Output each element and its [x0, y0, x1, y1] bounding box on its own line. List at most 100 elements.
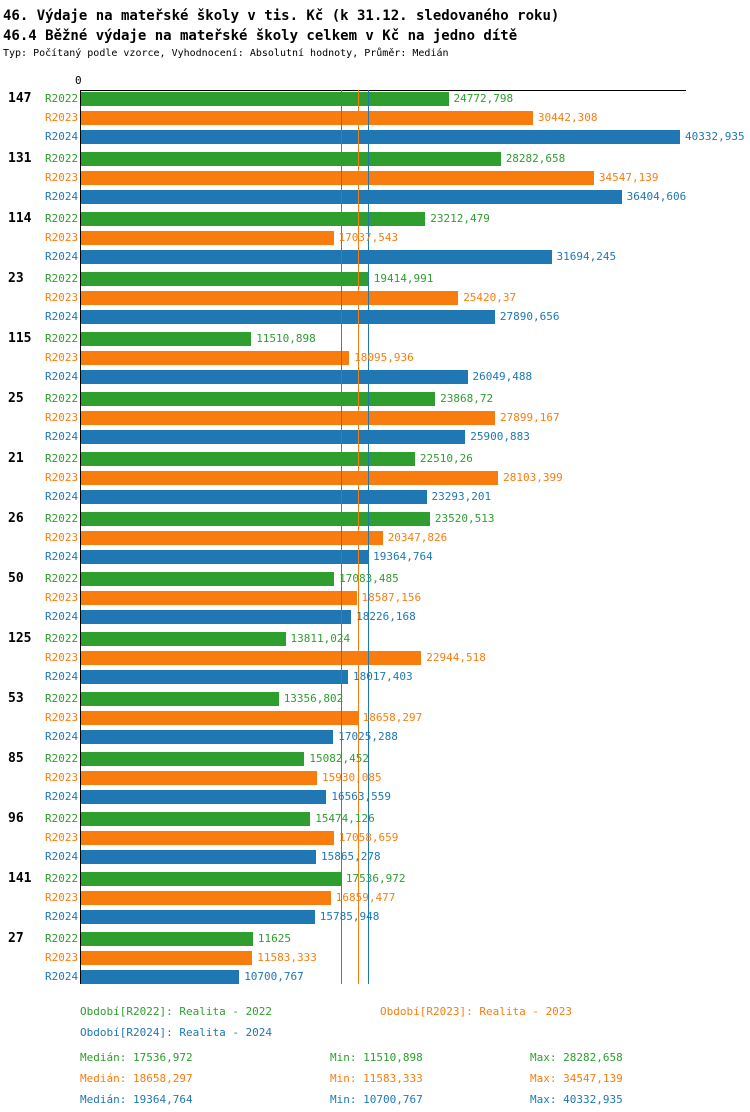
bar-row-23-r2023: R2023 25420,37	[0, 291, 750, 305]
series-label-r2023: R2023	[45, 651, 79, 664]
bar-row-21-r2022: 21 R2022 22510,26	[0, 452, 750, 466]
series-label-r2023: R2023	[45, 831, 79, 844]
series-label-r2024: R2024	[45, 730, 79, 743]
bar-value-96-r2022: 15474,126	[315, 812, 375, 825]
stat-min-r2024: Min: 10700,767	[330, 1093, 423, 1106]
y-axis-line	[80, 90, 81, 984]
bar-group-25: 25 R2022 23868,72 R2023 27899,167 R2024 25900,…	[0, 392, 750, 444]
group-label-50: 50	[8, 571, 24, 586]
report-title-line-2: 46.4 Běžné výdaje na mateřské školy celk…	[3, 28, 518, 44]
group-label-85: 85	[8, 751, 24, 766]
group-label-131: 131	[8, 151, 32, 166]
bar-row-50-r2022: 50 R2022 17083,485	[0, 572, 750, 586]
bar-26-r2022	[80, 512, 430, 526]
stat-max-r2024: Max: 40332,935	[530, 1093, 623, 1106]
series-label-r2023: R2023	[45, 471, 79, 484]
series-label-r2024: R2024	[45, 550, 79, 563]
bar-value-21-r2023: 28103,399	[503, 471, 563, 484]
bar-row-115-r2022: 115 R2022 11510,898	[0, 332, 750, 346]
bar-group-21: 21 R2022 22510,26 R2023 28103,399 R2024 23293,…	[0, 452, 750, 504]
group-label-96: 96	[8, 811, 24, 826]
group-label-25: 25	[8, 391, 24, 406]
bar-row-27-r2024: R2024 10700,767	[0, 970, 750, 984]
bar-group-26: 26 R2022 23520,513 R2023 20347,826 R2024 19364…	[0, 512, 750, 564]
series-label-r2024: R2024	[45, 910, 79, 923]
series-label-r2024: R2024	[45, 370, 79, 383]
bar-row-96-r2024: R2024 15865,278	[0, 850, 750, 864]
bar-row-125-r2024: R2024 18017,403	[0, 670, 750, 684]
bar-value-131-r2023: 34547,139	[598, 171, 659, 184]
series-label-r2024: R2024	[45, 790, 79, 803]
bar-value-50-r2022: 17083,485	[339, 572, 399, 585]
stat-max-r2022: Max: 28282,658	[530, 1051, 623, 1064]
report-title-line-1: 46. Výdaje na mateřské školy v tis. Kč (…	[3, 8, 560, 24]
bar-value-85-r2022: 15082,452	[309, 752, 369, 765]
stat-median-r2024: Medián: 19364,764	[80, 1093, 193, 1106]
bar-row-26-r2023: R2023 20347,826	[0, 531, 750, 545]
bar-96-r2022	[80, 812, 311, 826]
bar-value-21-r2024: 23293,201	[431, 490, 492, 503]
series-label-r2022: R2022	[45, 932, 79, 945]
stat-min-r2023: Min: 11583,333	[330, 1072, 423, 1085]
group-label-114: 114	[8, 211, 32, 226]
group-label-115: 115	[8, 331, 32, 346]
series-label-r2023: R2023	[45, 711, 79, 724]
bar-26-r2023	[80, 531, 383, 545]
series-label-r2023: R2023	[45, 591, 79, 604]
bar-row-131-r2023: R2023 34547,139	[0, 171, 750, 185]
bar-value-50-r2024: 18226,168	[356, 610, 416, 623]
bar-131-r2023	[80, 171, 594, 185]
bar-131-r2022	[80, 152, 501, 166]
bar-value-85-r2023: 15930,085	[322, 771, 382, 784]
bar-23-r2024	[80, 310, 495, 324]
legend-item-r2022: Období[R2022]: Realita - 2022	[80, 1005, 273, 1018]
bar-row-114-r2023: R2023 17037,543	[0, 231, 750, 245]
bar-row-85-r2023: R2023 15930,085	[0, 771, 750, 785]
series-label-r2023: R2023	[45, 291, 79, 304]
bar-value-141-r2024: 15785,948	[319, 910, 380, 923]
bar-row-25-r2023: R2023 27899,167	[0, 411, 750, 425]
series-label-r2024: R2024	[45, 850, 79, 863]
series-label-r2024: R2024	[45, 610, 79, 623]
bar-row-147-r2024: R2024 40332,935	[0, 130, 750, 144]
series-label-r2023: R2023	[45, 771, 79, 784]
bar-group-115: 115 R2022 11510,898 R2023 18095,936 R2024 2604…	[0, 332, 750, 384]
bar-25-r2023	[80, 411, 495, 425]
bar-141-r2023	[80, 891, 331, 905]
group-label-125: 125	[8, 631, 32, 646]
bar-group-125: 125 R2022 13811,024 R2023 22944,518 R2024 1801…	[0, 632, 750, 684]
bar-value-23-r2023: 25420,37	[463, 291, 517, 304]
bar-row-85-r2022: 85 R2022 15082,452	[0, 752, 750, 766]
bar-147-r2024	[80, 130, 680, 144]
bar-group-131: 131 R2022 28282,658 R2023 34547,139 R2024 3640…	[0, 152, 750, 204]
series-label-r2022: R2022	[45, 752, 79, 765]
bar-53-r2023	[80, 711, 358, 725]
bar-row-53-r2022: 53 R2022 13356,802	[0, 692, 750, 706]
bar-value-26-r2024: 19364,764	[373, 550, 433, 563]
bar-value-23-r2022: 19414,991	[373, 272, 434, 285]
bar-value-147-r2022: 24772,798	[453, 92, 514, 105]
bar-row-114-r2022: 114 R2022 23212,479	[0, 212, 750, 226]
median-line-r2023	[357, 90, 359, 984]
bar-27-r2023	[80, 951, 253, 965]
group-label-147: 147	[8, 91, 32, 106]
bar-114-r2023	[80, 231, 334, 245]
bar-96-r2024	[80, 850, 316, 864]
series-label-r2022: R2022	[45, 872, 79, 885]
bar-row-125-r2022: 125 R2022 13811,024	[0, 632, 750, 646]
series-label-r2024: R2024	[45, 310, 79, 323]
bar-value-25-r2022: 23868,72	[440, 392, 494, 405]
bar-value-26-r2022: 23520,513	[434, 512, 495, 525]
bar-114-r2024	[80, 250, 552, 264]
horizontal-bar-chart: 0 147 R2022 24772,798 R2023 30442,308 R2024 40…	[0, 74, 750, 984]
series-label-r2022: R2022	[45, 272, 79, 285]
bar-row-26-r2022: 26 R2022 23520,513	[0, 512, 750, 526]
median-line-r2022	[340, 90, 342, 984]
bar-group-96: 96 R2022 15474,126 R2023 17058,659 R2024 15865…	[0, 812, 750, 864]
bar-value-141-r2022: 17536,972	[345, 872, 406, 885]
bar-value-27-r2024: 10700,767	[244, 970, 304, 983]
bar-53-r2024	[80, 730, 334, 744]
group-label-27: 27	[8, 931, 24, 946]
median-line-r2024	[368, 90, 370, 984]
bar-value-25-r2024: 25900,883	[470, 430, 530, 443]
